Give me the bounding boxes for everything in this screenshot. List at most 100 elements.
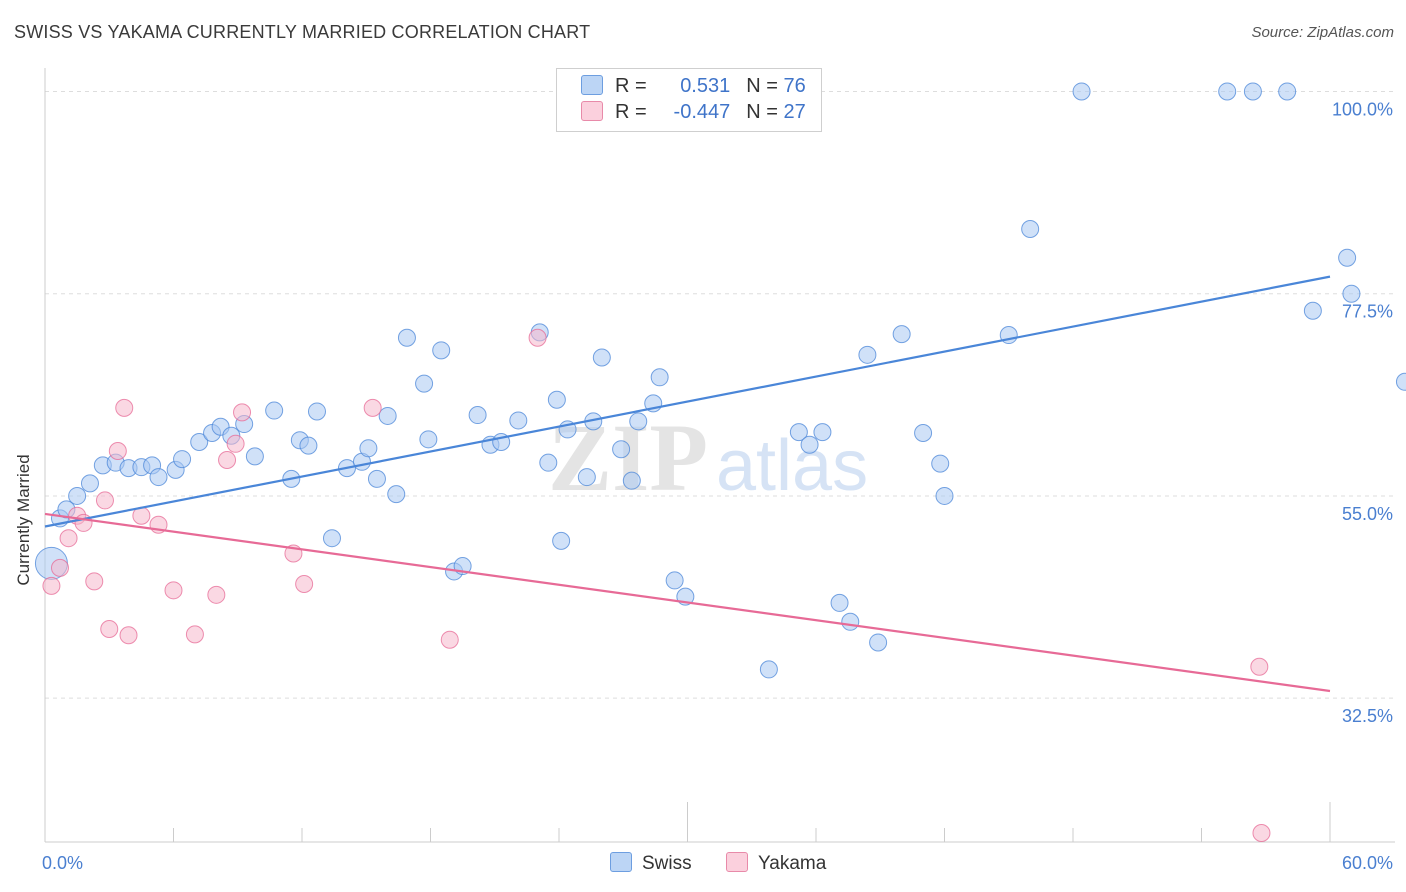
legend: R = 0.531 N = 76 R = -0.447 N = 27 [556, 68, 822, 132]
point-swiss-62 [858, 345, 877, 364]
bottom-legend-swatch-swiss [610, 852, 632, 872]
y-tick-label-0: 32.5% [1342, 706, 1393, 726]
point-yakama-18 [233, 403, 252, 422]
point-swiss-22 [299, 436, 318, 455]
point-swiss-4 [80, 474, 99, 493]
point-swiss-57 [789, 423, 808, 442]
point-yakama-10 [119, 626, 138, 645]
point-swiss-70 [1072, 82, 1091, 101]
point-swiss-74 [1303, 301, 1322, 320]
point-swiss-30 [387, 485, 406, 504]
point-swiss-69 [1021, 219, 1040, 238]
point-swiss-60 [830, 593, 849, 612]
point-swiss-71 [1218, 82, 1237, 101]
point-swiss-65 [914, 424, 933, 443]
point-swiss-42 [539, 453, 558, 472]
legend-n-label: N = [746, 75, 778, 97]
point-swiss-72 [1243, 82, 1262, 101]
watermark-atlas: atlas [716, 426, 868, 506]
point-swiss-27 [359, 439, 378, 458]
legend-r-swiss: 0.531 [680, 75, 731, 97]
legend-row-yakama: R = -0.447 N = 27 [581, 101, 806, 125]
point-swiss-66 [931, 454, 950, 473]
point-yakama-22 [440, 630, 459, 649]
y-axis-label: Currently Married [14, 454, 33, 586]
point-swiss-29 [378, 406, 397, 425]
trend-lines [44, 275, 1331, 693]
point-swiss-33 [419, 430, 438, 449]
point-swiss-63 [869, 633, 888, 652]
tick-labels: 32.5% 55.0% 77.5% 100.0% 0.0% 60.0% [42, 99, 1393, 873]
point-swiss-46 [577, 468, 596, 487]
point-yakama-8 [108, 442, 127, 460]
point-swiss-31 [397, 328, 416, 347]
y-tick-label-2: 77.5% [1342, 302, 1393, 322]
point-swiss-59 [813, 423, 832, 442]
point-yakama-25 [1252, 824, 1271, 843]
bottom-legend-label-swiss: Swiss [642, 853, 692, 874]
legend-swatch-yakama [581, 101, 603, 121]
point-swiss-28 [367, 469, 386, 488]
point-yakama-15 [207, 585, 226, 604]
legend-n-label: N = [746, 101, 778, 123]
y-tick-label-1: 55.0% [1342, 504, 1393, 524]
bottom-legend-swatch-yakama [726, 852, 748, 872]
point-swiss-50 [622, 471, 641, 490]
point-swiss-56 [759, 660, 778, 679]
point-yakama-21 [363, 398, 382, 417]
axes [44, 68, 1395, 843]
point-swiss-18 [245, 447, 264, 466]
point-yakama-17 [226, 434, 245, 453]
point-yakama-5 [85, 572, 104, 591]
point-swiss-76 [1342, 284, 1361, 303]
point-swiss-44 [552, 531, 571, 550]
legend-r-label: R = [615, 101, 647, 123]
point-swiss-19 [265, 401, 284, 420]
bottom-legend-label-yakama: Yakama [758, 853, 827, 874]
point-swiss-67 [935, 486, 954, 505]
chart-title: SWISS VS YAKAMA CURRENTLY MARRIED CORREL… [14, 22, 591, 42]
point-swiss-24 [322, 529, 341, 548]
point-swiss-53 [650, 368, 669, 387]
data-points [34, 82, 1406, 843]
point-swiss-73 [1278, 82, 1297, 101]
point-swiss-37 [468, 406, 487, 425]
point-yakama-14 [185, 625, 204, 644]
point-swiss-43 [547, 390, 566, 409]
point-swiss-49 [612, 440, 631, 459]
legend-swatch-swiss [581, 75, 603, 95]
point-swiss-54 [665, 571, 684, 590]
point-yakama-16 [218, 450, 237, 469]
legend-r-label: R = [615, 75, 647, 97]
point-swiss-77 [1395, 372, 1406, 391]
point-swiss-61 [841, 612, 860, 631]
x-tick-label-1: 60.0% [1342, 853, 1393, 873]
point-swiss-23 [307, 402, 326, 421]
point-yakama-24 [1250, 657, 1269, 676]
point-yakama-0 [42, 576, 61, 595]
point-yakama-20 [295, 575, 314, 594]
point-swiss-48 [592, 348, 611, 367]
point-swiss-10 [149, 468, 168, 487]
point-yakama-7 [100, 619, 119, 638]
trend-line-yakama [44, 512, 1331, 693]
point-swiss-3 [68, 486, 87, 505]
watermark: ZIP atlas [548, 404, 868, 511]
y-axis-label-wrap: Currently Married [4, 300, 44, 740]
point-yakama-6 [95, 491, 114, 510]
point-swiss-34 [432, 341, 451, 360]
point-yakama-1 [50, 558, 69, 577]
point-swiss-32 [415, 374, 434, 393]
source-label: Source: ZipAtlas.com [1251, 24, 1394, 41]
point-swiss-75 [1338, 248, 1357, 267]
point-swiss-13 [190, 433, 209, 452]
y-tick-label-3: 100.0% [1332, 99, 1393, 119]
point-swiss-40 [509, 411, 528, 430]
legend-n-swiss: 76 [783, 75, 806, 97]
legend-row-swiss: R = 0.531 N = 76 [581, 75, 806, 99]
point-yakama-2 [59, 529, 78, 548]
point-yakama-13 [164, 581, 183, 600]
x-tick-label-0: 0.0% [42, 853, 83, 873]
point-swiss-58 [800, 435, 819, 454]
point-yakama-9 [115, 398, 134, 417]
